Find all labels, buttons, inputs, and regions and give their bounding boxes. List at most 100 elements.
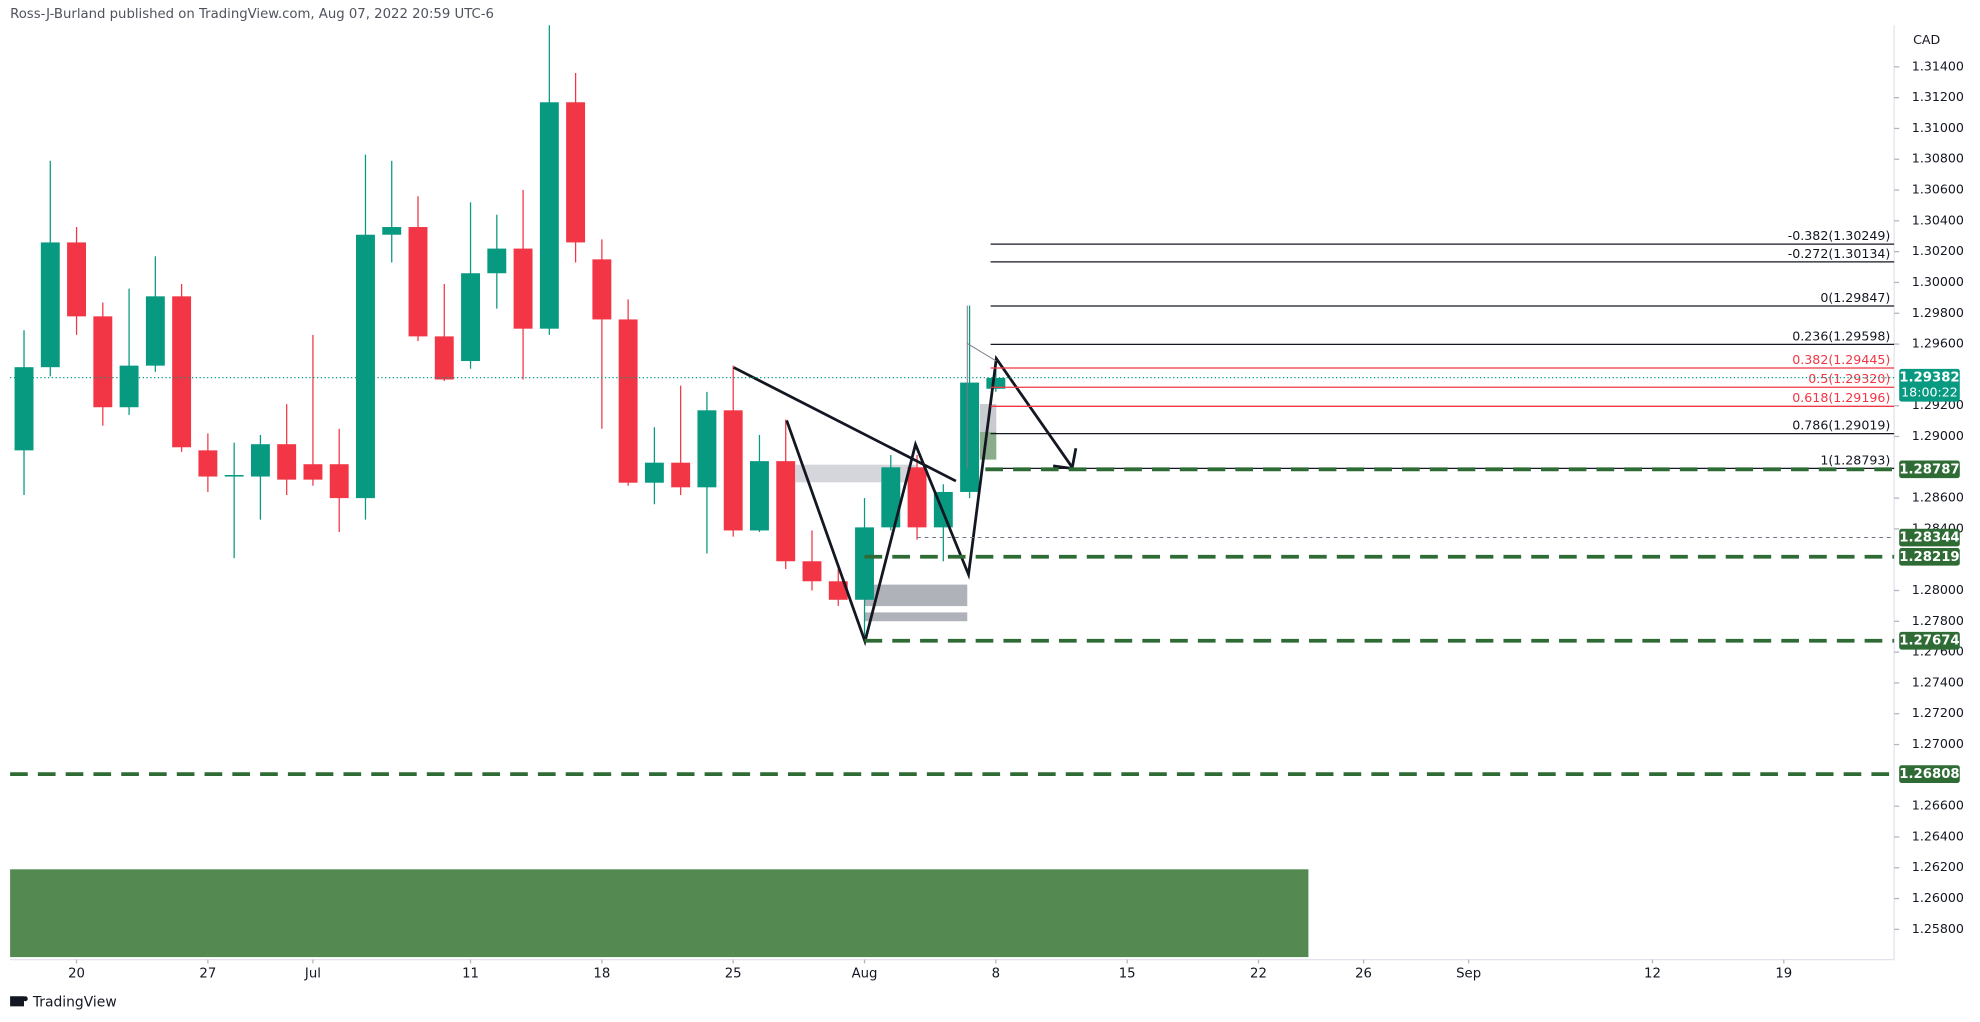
candle-body	[487, 248, 507, 274]
y-tick-label: 1.27000	[1912, 736, 1964, 751]
x-tick-label: Jul	[304, 967, 321, 982]
candle-body	[277, 444, 297, 480]
candle-body	[592, 259, 612, 320]
price-badge	[1899, 765, 1960, 783]
candle-body	[960, 382, 980, 492]
brand-logo	[22, 996, 28, 1002]
candle-body	[986, 377, 1006, 389]
candle-body	[618, 319, 638, 483]
candle-body	[224, 475, 244, 477]
candle-body	[356, 234, 375, 499]
y-tick-label: 1.27800	[1912, 613, 1964, 628]
y-tick-label: 1.27200	[1912, 705, 1964, 720]
price-badge	[1899, 631, 1960, 650]
fib-anchor	[967, 343, 997, 362]
brand: TradingView	[10, 995, 117, 1011]
fib-label: -0.382(1.30249)	[1788, 228, 1891, 243]
y-tick-label: 1.29800	[1912, 305, 1964, 320]
header: Ross-J-Burland published on TradingView.…	[10, 7, 494, 22]
candle-body	[881, 467, 901, 528]
x-tick-label: 26	[1355, 967, 1372, 982]
candle-body	[855, 527, 874, 600]
y-tick-label: 1.27400	[1912, 674, 1964, 689]
candle-body	[697, 410, 717, 488]
x-tick-label: 20	[68, 967, 85, 982]
fib-label: 0.786(1.29019)	[1792, 417, 1890, 432]
annotation-box	[979, 431, 997, 460]
x-tick-label: 15	[1119, 967, 1136, 982]
price-badge-label: 1.26808	[1899, 767, 1959, 782]
y-tick-label: 1.31000	[1912, 120, 1964, 135]
x-tick-label: 12	[1644, 967, 1661, 982]
y-tick-label: 1.29000	[1912, 428, 1964, 443]
candle-body	[67, 242, 87, 317]
x-tick-label: 11	[462, 967, 479, 982]
y-tick-label: 1.28000	[1912, 582, 1964, 597]
y-tick-label: 1.30400	[1912, 212, 1964, 227]
current-price: 1.29382	[1899, 371, 1959, 386]
y-tick-label: 1.26600	[1912, 798, 1964, 813]
candle-body	[750, 461, 769, 531]
fib-label: 1(1.28793)	[1820, 452, 1890, 467]
x-tick-label: Sep	[1456, 967, 1481, 982]
trend-line	[733, 366, 957, 483]
y-tick-label: 1.26000	[1912, 890, 1964, 905]
candle-body	[907, 467, 927, 528]
candle-body	[40, 242, 60, 368]
annotation-box	[864, 584, 968, 607]
candle-body	[119, 365, 139, 408]
fib-label: -0.272(1.30134)	[1788, 246, 1891, 261]
y-tick-label: 1.30800	[1912, 151, 1964, 166]
candle-body	[14, 367, 34, 451]
candle-body	[250, 444, 270, 477]
x-tick-label: 22	[1250, 967, 1267, 982]
candle-body	[539, 102, 559, 329]
candle-body	[198, 450, 218, 477]
candle-body	[408, 227, 428, 337]
candle-body	[566, 102, 586, 243]
fib-label: 0.5(1.29320)	[1808, 371, 1890, 386]
x-tick-label: 8	[992, 967, 1000, 982]
x-tick-label: 25	[725, 967, 742, 982]
candle-body	[434, 336, 454, 380]
candle-body	[723, 410, 743, 531]
candle-body	[461, 273, 480, 362]
demand-zone	[10, 869, 1309, 958]
candle-body	[828, 581, 848, 600]
price-badge	[1899, 547, 1960, 566]
price-badge-label: 1.27674	[1899, 634, 1959, 649]
zigzag-projection	[785, 354, 1074, 647]
candle-body	[513, 248, 533, 329]
countdown: 18:00:22	[1901, 384, 1958, 399]
x-tick-label: 19	[1775, 967, 1792, 982]
y-tick-label: 1.26400	[1912, 828, 1964, 843]
currency: CAD	[1913, 32, 1940, 47]
brand-logo	[10, 996, 24, 1007]
y-tick-label: 1.31200	[1912, 89, 1964, 104]
price-badge	[1899, 460, 1960, 479]
y-tick-label: 1.30600	[1912, 182, 1964, 197]
candle-body	[644, 462, 664, 483]
annotation-box	[864, 612, 968, 622]
y-tick-label: 1.28600	[1912, 490, 1964, 505]
fib-label: 0(1.29847)	[1820, 290, 1890, 305]
candle-body	[329, 464, 349, 499]
x-tick-label: 18	[593, 967, 610, 982]
price-badge	[1899, 528, 1960, 547]
y-tick-label: 1.31400	[1912, 58, 1964, 73]
candle-body	[382, 227, 402, 235]
brand-name: TradingView	[32, 995, 117, 1011]
y-tick-label: 1.26200	[1912, 859, 1964, 874]
candle-body	[93, 316, 113, 408]
y-tick-label: 1.30000	[1912, 274, 1964, 289]
candle-body	[802, 561, 822, 582]
price-badge-label: 1.28787	[1899, 462, 1959, 477]
fib-label: 0.382(1.29445)	[1792, 352, 1890, 367]
candle-body	[303, 464, 323, 480]
y-tick-label: 1.25800	[1912, 921, 1964, 936]
price-badge	[1899, 368, 1960, 402]
candle-body	[776, 461, 796, 562]
candle-body	[172, 296, 192, 448]
